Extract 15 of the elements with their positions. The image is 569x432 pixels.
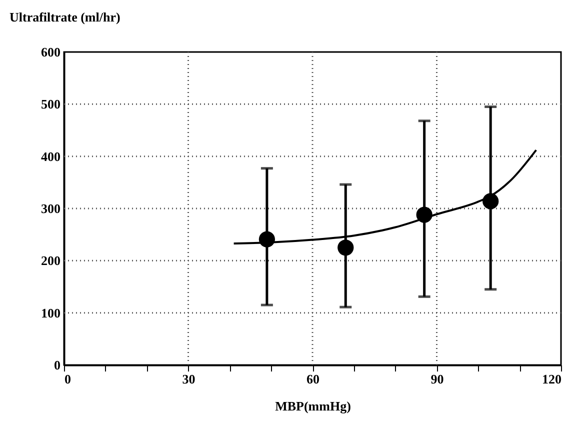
y-tick-label: 0 (54, 358, 60, 372)
x-tick-label: 60 (306, 372, 320, 386)
x-tick-label: 0 (64, 372, 71, 386)
y-tick-label: 600 (41, 44, 60, 60)
y-tick-label: 400 (41, 148, 60, 164)
y-tick-label: 500 (41, 96, 60, 112)
y-axis-title: Ultrafiltrate (ml/hr) (10, 10, 120, 24)
y-tick-label: 300 (41, 201, 60, 216)
x-tick-label: 30 (182, 372, 196, 386)
point (338, 240, 354, 256)
x-axis-title: MBP(mmHg) (275, 398, 351, 414)
x-tick-label: 120 (542, 372, 562, 386)
y-tick-label: 100 (41, 305, 60, 320)
x-tick-label: 90 (430, 372, 444, 386)
y-tick-label: 200 (41, 253, 60, 268)
